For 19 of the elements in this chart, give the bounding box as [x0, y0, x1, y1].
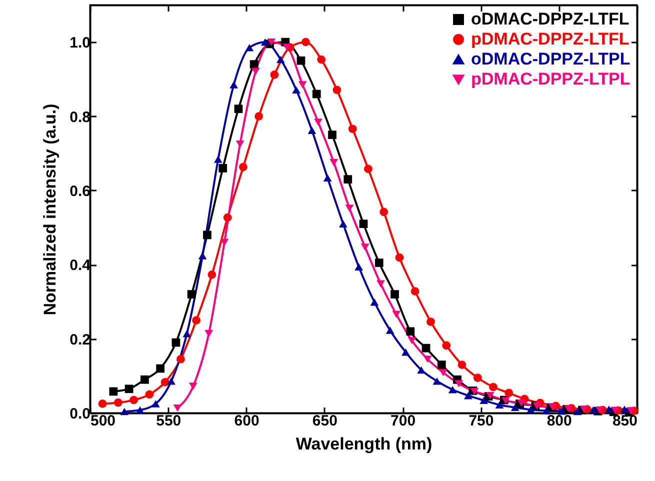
y-tick-label: 0.4	[70, 257, 92, 274]
legend-label: oDMAC-DPPZ-LTPL	[471, 50, 630, 68]
x-tick-label: 550	[156, 412, 182, 430]
y-axis-title: Normalized intensity (a.u.)	[40, 104, 60, 316]
x-tick-label: 700	[390, 412, 416, 430]
y-tick-label: 0.0	[70, 406, 90, 422]
legend-label: pDMAC-DPPZ-LTFL	[471, 30, 630, 48]
x-axis-title: Wavelength (nm)	[296, 434, 432, 454]
x-tick-label: 750	[468, 412, 494, 430]
x-tick-label: 650	[312, 412, 338, 430]
x-tick-label: 800	[546, 412, 572, 430]
x-tick-label: 500	[90, 412, 116, 430]
legend-label: oDMAC-DPPZ-LTFL	[471, 10, 630, 28]
y-tick-label: 1.0	[70, 34, 90, 52]
y-tick-label: 0.8	[70, 108, 90, 126]
x-tick-label: 600	[234, 412, 260, 430]
legend-label: pDMAC-DPPZ-LTPL	[471, 70, 630, 88]
y-tick-label: 0.2	[70, 331, 90, 348]
y-tick-label: 0.6	[70, 182, 90, 200]
